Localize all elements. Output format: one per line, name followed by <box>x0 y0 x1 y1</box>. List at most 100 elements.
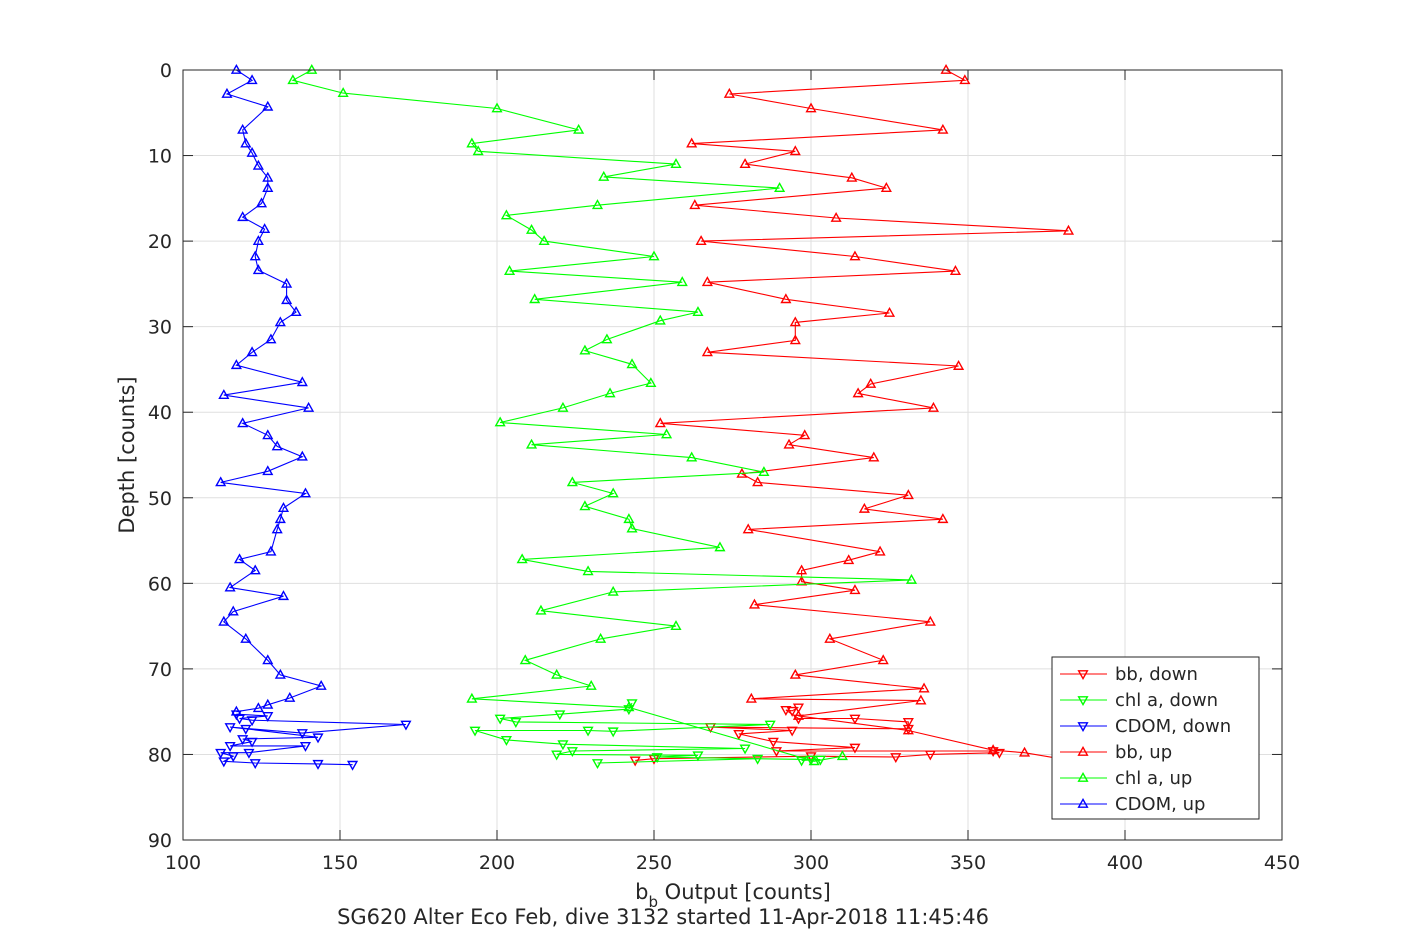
data-point <box>224 581 236 592</box>
data-point <box>733 729 745 740</box>
data-point <box>902 489 914 500</box>
legend-swatch-marker <box>1077 797 1089 808</box>
data-point <box>604 387 616 398</box>
legend: bb, down chl a, down CDOM, down bb, up chl a… <box>1051 656 1260 820</box>
data-point <box>259 223 271 234</box>
data-point <box>265 333 277 344</box>
data-point <box>852 387 864 398</box>
data-point <box>764 720 776 731</box>
data-point <box>281 294 293 305</box>
data-point <box>742 523 754 534</box>
data-point <box>924 615 936 626</box>
data-point <box>585 679 597 690</box>
y-tick-label: 40 <box>148 402 172 424</box>
data-point <box>246 716 258 727</box>
data-point <box>516 553 528 564</box>
legend-box <box>1051 656 1260 820</box>
data-point <box>500 209 512 220</box>
data-point <box>262 698 274 709</box>
data-point <box>271 523 283 534</box>
legend-label: bb, up <box>1115 742 1172 763</box>
data-point <box>262 429 274 440</box>
data-point <box>752 754 764 765</box>
data-point <box>915 694 927 705</box>
y-tick-label: 70 <box>148 659 172 681</box>
data-point <box>299 487 312 498</box>
data-point <box>573 123 585 134</box>
data-point <box>262 654 274 665</box>
data-point <box>927 401 940 412</box>
data-point <box>525 223 538 234</box>
x-tick-label: 200 <box>479 852 515 874</box>
data-point <box>466 137 478 148</box>
data-point <box>799 429 811 440</box>
data-point <box>525 438 538 449</box>
series-line <box>291 69 912 762</box>
data-point <box>789 145 801 156</box>
legend-swatch-marker <box>1077 745 1089 756</box>
ticks: 100 150 200 250 300 350 400 450 0 10 20 30 40 50 60 70 8… <box>148 60 1300 874</box>
y-tick-label: 80 <box>148 744 172 766</box>
data-point <box>510 718 522 728</box>
data-point <box>246 74 258 85</box>
data-point <box>629 756 641 767</box>
data-point <box>274 513 286 524</box>
data-point <box>500 735 512 746</box>
x-axis-label: bb Output [counts] <box>635 880 831 911</box>
data-point <box>789 668 801 679</box>
data-point <box>883 306 896 317</box>
data-point <box>937 513 949 524</box>
data-point <box>551 750 563 761</box>
series-layer <box>215 63 1075 771</box>
data-point <box>469 726 481 737</box>
series-bb-up <box>654 63 1075 764</box>
data-point <box>626 522 638 533</box>
data-point <box>748 598 761 609</box>
data-point <box>660 428 673 439</box>
y-tick-label: 0 <box>160 60 172 82</box>
data-point <box>739 744 751 755</box>
data-point <box>830 211 842 222</box>
data-point <box>249 759 261 770</box>
data-point <box>789 334 801 345</box>
data-point <box>880 182 892 192</box>
data-point <box>623 705 635 716</box>
data-point <box>689 199 701 210</box>
data-point <box>240 632 252 643</box>
x-tick-label: 400 <box>1107 852 1143 874</box>
caption: SG620 Alter Eco Feb, dive 3132 started 1… <box>337 905 989 929</box>
legend-swatch-marker <box>1077 722 1089 733</box>
data-point <box>686 137 698 148</box>
data-point <box>277 502 290 512</box>
data-point <box>227 752 239 763</box>
data-point <box>237 211 249 222</box>
data-point <box>494 714 506 725</box>
data-point <box>902 718 914 728</box>
data-point <box>987 747 999 758</box>
data-point <box>233 553 246 564</box>
data-point <box>846 171 858 182</box>
data-point <box>607 585 619 596</box>
legend-label: CDOM, down <box>1115 716 1231 737</box>
y-tick-label: 30 <box>148 317 172 339</box>
data-point <box>780 293 792 304</box>
data-point <box>890 753 902 764</box>
data-point <box>491 102 503 113</box>
data-point <box>224 741 236 752</box>
data-point <box>849 584 861 595</box>
data-point <box>230 705 242 716</box>
data-point <box>494 416 506 427</box>
data-point <box>745 692 757 703</box>
data-point <box>579 500 591 511</box>
data-point <box>262 712 274 722</box>
data-point <box>252 235 264 246</box>
data-point <box>312 759 324 770</box>
data-point <box>296 450 308 461</box>
data-point <box>654 417 666 428</box>
data-point <box>249 564 261 575</box>
data-point <box>262 182 274 192</box>
x-tick-label: 450 <box>1264 852 1300 874</box>
data-point <box>874 545 886 556</box>
data-point <box>227 605 239 616</box>
data-point <box>701 276 713 287</box>
